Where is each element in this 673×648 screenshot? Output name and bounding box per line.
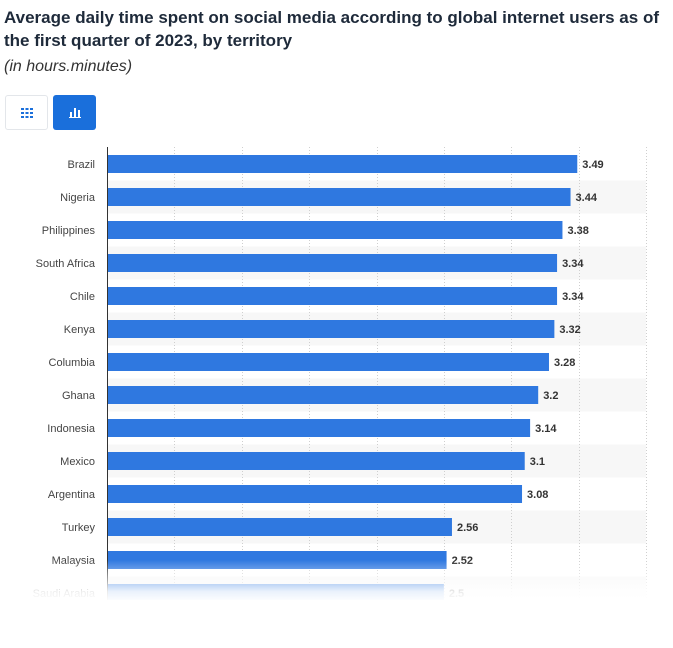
category-label: Indonesia [47,423,96,435]
category-label: Turkey [62,522,96,534]
value-label: 3.44 [576,192,598,204]
category-label: Nigeria [60,192,96,204]
category-label: Malaysia [52,555,96,567]
category-label: Saudi Arabia [33,588,96,600]
value-label: 3.34 [562,291,584,303]
bar [107,551,447,569]
bar-chart: Brazil 3.49 Nigeria 3.44 Philippines 3.38 Sout… [0,145,673,600]
category-label: Brazil [67,159,95,171]
bar [107,353,549,371]
bar [107,419,531,437]
bar [107,254,558,272]
value-label: 3.32 [559,324,580,336]
bar [107,485,523,503]
bar [107,452,525,470]
bar-chart-icon [68,108,81,118]
value-label: 3.1 [530,456,545,468]
bar-chart-svg: Brazil 3.49 Nigeria 3.44 Philippines 3.38 Sout… [33,147,647,600]
chart-title: Average daily time spent on social media… [4,8,659,50]
value-label: 3.08 [527,489,548,501]
table-grid-icon [20,107,33,118]
value-label: 3.14 [535,423,557,435]
bar [107,386,539,404]
table-view-button[interactable] [5,95,48,130]
value-label: 3.2 [543,390,558,402]
category-label: Ghana [62,390,96,402]
value-label: 2.52 [452,555,473,567]
value-label: 3.28 [554,357,575,369]
chart-subtitle: (in hours.minutes) [4,58,133,75]
value-label: 3.34 [562,258,584,270]
bar [107,188,571,206]
category-label: Philippines [42,225,96,237]
value-label: 3.49 [582,159,603,171]
category-label: South Africa [36,258,96,270]
bar [107,155,578,173]
bar [107,320,555,338]
chart-view-button[interactable] [53,95,96,130]
bar [107,518,452,536]
bar [107,221,563,239]
category-label: Columbia [49,357,96,369]
bar [107,584,444,600]
bar [107,287,558,305]
value-label: 2.56 [457,522,478,534]
category-label: Kenya [64,324,96,336]
category-label: Chile [70,291,95,303]
value-label: 2.5 [449,588,464,600]
value-label: 3.38 [567,225,588,237]
category-label: Mexico [60,456,95,468]
category-label: Argentina [48,489,96,501]
